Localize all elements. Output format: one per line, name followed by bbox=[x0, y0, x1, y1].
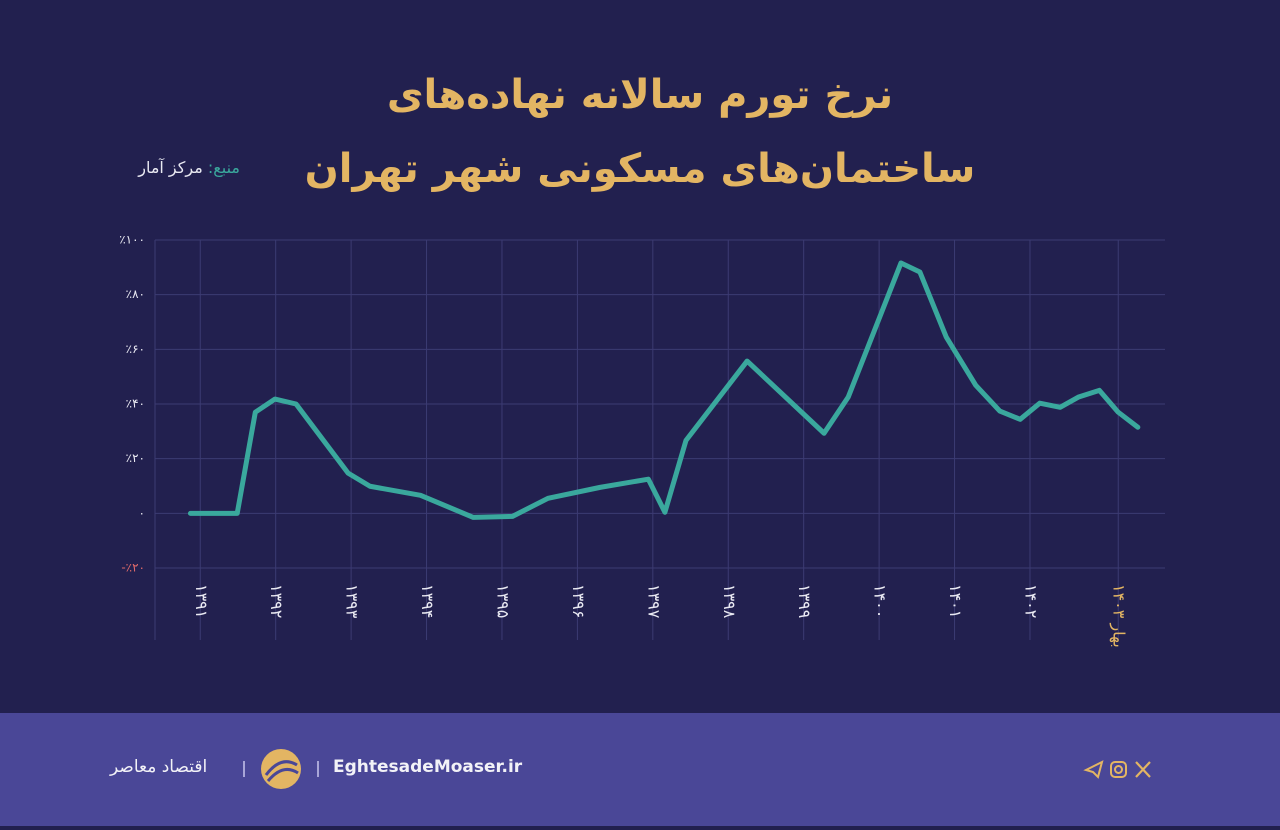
x-tick-label: ۱۳۹۷ bbox=[644, 584, 663, 619]
chart-title: نرخ تورم سالانه نهاده‌های ساختمان‌های مس… bbox=[304, 72, 976, 192]
x-tick-label: ۱۳۹۸ bbox=[720, 584, 739, 619]
instagram-icon[interactable] bbox=[1110, 761, 1127, 778]
x-tick-label: ۱۳۹۴ bbox=[418, 584, 437, 618]
y-tick-label: ٪۱۰۰ bbox=[119, 233, 145, 247]
logo bbox=[261, 749, 301, 789]
y-tick-label: ٪۴۰ bbox=[126, 397, 145, 411]
data-line bbox=[187, 260, 1141, 520]
footer bbox=[0, 713, 1280, 826]
x-tick-label: بهار ۱۴۰۳ bbox=[1109, 584, 1129, 648]
x-tick-label: ۱۳۹۶ bbox=[569, 584, 588, 618]
x-tick-label: ۱۳۹۵ bbox=[493, 584, 512, 618]
x-tick-label: ۱۴۰۰ bbox=[871, 584, 890, 618]
footer-graphics bbox=[243, 749, 1151, 789]
y-tick-label: -٪۲۰ bbox=[121, 561, 145, 575]
y-tick-label: ٪۸۰ bbox=[126, 287, 145, 301]
source-label: منبع: bbox=[207, 158, 240, 177]
y-tick-label: ۰ bbox=[139, 506, 145, 520]
x-icon[interactable] bbox=[1135, 761, 1151, 778]
x-tick-label: ۱۴۰۱ bbox=[946, 584, 965, 618]
telegram-icon[interactable] bbox=[1083, 760, 1104, 779]
x-tick-label: ۱۴۰۲ bbox=[1021, 584, 1040, 618]
instagram-icon-lens bbox=[1114, 765, 1123, 774]
x-tick-label: ۱۳۹۹ bbox=[795, 584, 814, 618]
x-tick-label: ۱۳۹۱ bbox=[192, 584, 211, 618]
site[interactable]: EghtesadeMoaser.ir bbox=[333, 757, 523, 777]
y-tick-label: ٪۶۰ bbox=[126, 342, 145, 356]
x-tick-label: ۱۳۹۳ bbox=[343, 584, 362, 619]
brand: اقتصاد معاصر bbox=[110, 757, 208, 777]
y-tick-label: ٪۲۰ bbox=[126, 451, 145, 465]
logo-mark bbox=[264, 760, 299, 782]
source: منبع: مرکز آمار bbox=[80, 158, 240, 177]
chart: -٪۲۰ ۰ ٪۲۰ ٪۴۰ ٪۶۰ ٪۸۰ ٪۱۰۰ ۱۳۹۱ ۱۳۹۲ ۱۳۹۳ ۱۳۹۴ ۱۳۹… bbox=[119, 233, 1165, 648]
source-text: مرکز آمار bbox=[138, 158, 203, 177]
x-tick-label: ۱۳۹۲ bbox=[267, 584, 286, 618]
